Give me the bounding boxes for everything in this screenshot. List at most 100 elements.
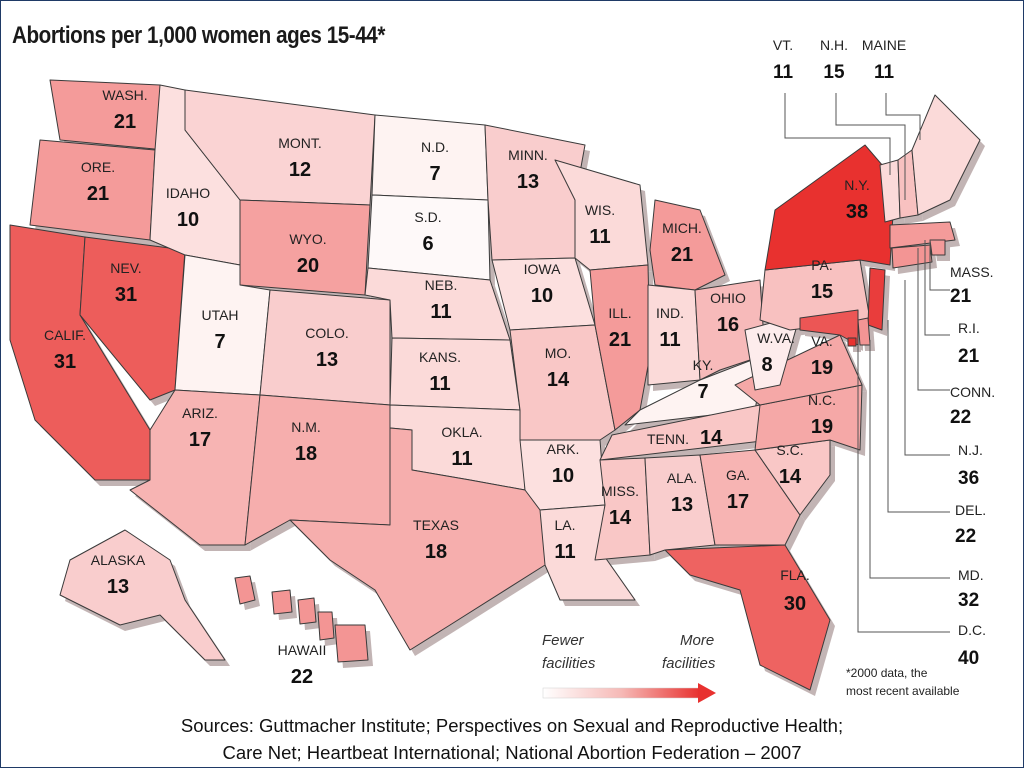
- ne-label-ct: CONN.: [950, 384, 995, 400]
- state-label-nv: NEV.: [110, 260, 141, 276]
- state-label-tn: TENN.: [647, 431, 689, 447]
- state-label-ks: KANS.: [419, 349, 461, 365]
- state-label-tx: TEXAS: [413, 517, 459, 533]
- state-value-ny: 38: [846, 201, 868, 223]
- sources-line-1: Sources: Guttmacher Institute; Perspecti…: [180, 715, 844, 736]
- state-value-va: 19: [811, 357, 833, 379]
- state-value-ga: 17: [727, 491, 749, 513]
- state-label-hi: HAWAII: [278, 642, 327, 658]
- state-value-mn: 13: [517, 171, 539, 193]
- state-label-id: IDAHO: [166, 185, 210, 201]
- state-value-tn: 14: [700, 427, 723, 449]
- footnote-line-2: most recent available: [846, 684, 960, 698]
- state-label-fl: FLA.: [780, 567, 810, 583]
- state-shape-de: [857, 317, 871, 346]
- state-value-ca: 31: [54, 351, 76, 373]
- state-label-co: COLO.: [305, 325, 349, 341]
- state-value-ne: 11: [430, 301, 451, 323]
- state-label-ar: ARK.: [547, 441, 580, 457]
- state-label-ne: NEB.: [425, 277, 458, 293]
- state-label-ms: MISS.: [601, 483, 639, 499]
- state-shape-ms: [594, 457, 651, 561]
- ne-label-ma: MASS.: [950, 264, 994, 280]
- state-label-oh: OHIO: [710, 290, 746, 306]
- state-value-id: 10: [177, 209, 199, 231]
- state-label-sd: S.D.: [414, 209, 441, 225]
- state-shape-ga: [699, 449, 801, 546]
- state-label-la: LA.: [554, 517, 575, 533]
- state-shadow-hi: [240, 582, 373, 668]
- state-value-ut: 7: [214, 331, 225, 353]
- state-shape-al: [644, 454, 716, 556]
- state-value-sc: 14: [779, 466, 802, 488]
- state-value-wa: 21: [114, 111, 136, 133]
- state-label-sc: S.C.: [776, 442, 803, 458]
- state-label-ca: CALIF.: [44, 327, 86, 343]
- state-value-co: 13: [316, 349, 338, 371]
- state-value-pa: 15: [811, 281, 833, 303]
- state-value-nc: 19: [811, 416, 833, 438]
- legend-gradient-bar: [542, 687, 701, 699]
- state-label-wv: W.VA.: [757, 330, 795, 346]
- state-label-nd: N.D.: [421, 139, 449, 155]
- state-value-nv: 31: [115, 284, 137, 306]
- state-value-ms: 14: [609, 507, 632, 529]
- state-value-ks: 11: [429, 373, 450, 395]
- state-value-wv: 8: [761, 354, 772, 376]
- ne-label-nj: N.J.: [958, 442, 983, 458]
- state-shape-ct: [891, 244, 933, 269]
- ne-value-vt: 11: [773, 62, 794, 83]
- ne-value-dc: 40: [958, 648, 979, 669]
- state-value-az: 17: [189, 429, 211, 451]
- footnote: *2000 data, the most recent available: [846, 666, 960, 698]
- state-shape-dc: [847, 337, 857, 347]
- legend-fewer-label-2: facilities: [542, 655, 596, 672]
- state-label-wi: WIS.: [585, 202, 615, 218]
- state-label-or: ORE.: [81, 159, 115, 175]
- ne-label-de: DEL.: [955, 502, 986, 518]
- legend-arrow-head: [698, 683, 716, 703]
- state-value-mo: 14: [547, 369, 570, 391]
- ne-value-md: 32: [958, 590, 979, 611]
- state-label-mn: MINN.: [508, 147, 548, 163]
- state-label-il: ILL.: [608, 305, 631, 321]
- state-value-ok: 11: [451, 448, 472, 470]
- state-label-ia: IOWA: [524, 261, 561, 277]
- ne-label-dc: D.C.: [958, 622, 986, 638]
- state-label-mi: MICH.: [662, 220, 702, 236]
- state-label-ny: N.Y.: [844, 177, 869, 193]
- state-label-ga: GA.: [726, 467, 750, 483]
- state-shape-ri: [929, 239, 946, 256]
- state-shape-nj: [867, 267, 886, 331]
- ne-label-vt: VT.: [773, 37, 793, 53]
- state-value-nd: 7: [429, 163, 440, 185]
- state-label-in: IND.: [656, 305, 684, 321]
- state-shape-tx: [289, 427, 546, 651]
- state-label-ut: UTAH: [201, 307, 238, 323]
- state-value-al: 13: [671, 494, 693, 516]
- state-label-nm: N.M.: [291, 419, 321, 435]
- ne-value-ct: 22: [950, 407, 971, 428]
- state-value-sd: 6: [422, 233, 433, 255]
- ne-label-md: MD.: [958, 567, 984, 583]
- state-label-ak: ALASKA: [91, 552, 146, 568]
- state-label-ok: OKLA.: [441, 424, 482, 440]
- sources-caption: Sources: Guttmacher Institute; Perspecti…: [0, 712, 1024, 766]
- state-label-ky: KY.: [693, 357, 714, 373]
- state-value-ia: 10: [531, 285, 553, 307]
- state-value-mt: 12: [289, 159, 311, 181]
- state-value-fl: 30: [784, 593, 806, 615]
- state-value-or: 21: [87, 183, 109, 205]
- state-shape-co: [259, 289, 391, 406]
- sources-line-2: Care Net; Heartbeat International; Natio…: [222, 742, 802, 763]
- ne-value-nh: 15: [823, 62, 845, 83]
- state-value-ky: 7: [697, 381, 708, 403]
- state-label-nc: N.C.: [808, 392, 836, 408]
- legend-fewer-label-1: Fewer: [542, 632, 585, 649]
- state-shape-oh: [694, 279, 766, 381]
- state-label-pa: PA.: [811, 257, 833, 273]
- state-label-al: ALA.: [667, 470, 697, 486]
- state-shape-nd: [371, 114, 489, 201]
- ne-label-me: MAINE: [862, 37, 906, 53]
